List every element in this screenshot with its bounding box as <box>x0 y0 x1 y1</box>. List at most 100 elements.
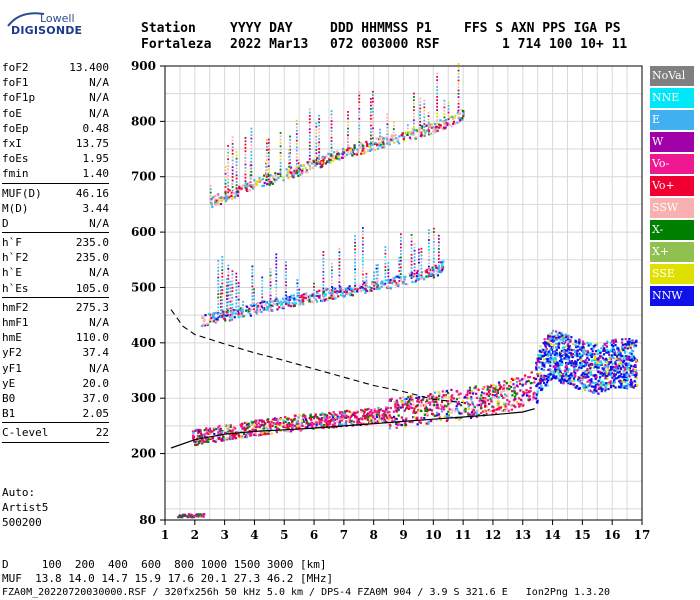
echo-point <box>450 411 453 414</box>
echo-point <box>231 139 234 142</box>
echo-point <box>334 416 337 419</box>
echo-point <box>197 515 200 518</box>
echo-point <box>371 110 374 113</box>
echo-point <box>575 361 578 364</box>
echo-point <box>311 425 314 428</box>
echo-point <box>413 92 415 95</box>
echo-point <box>582 385 585 388</box>
echo-point <box>369 124 372 127</box>
echo-point <box>229 287 232 290</box>
echo-point <box>547 340 550 344</box>
echo-point <box>590 373 593 376</box>
echo-point <box>205 427 208 430</box>
echo-point <box>396 282 400 285</box>
echo-point <box>423 99 426 102</box>
echo-point <box>570 364 573 367</box>
echo-point <box>583 384 586 387</box>
echo-point <box>504 405 507 408</box>
echo-point <box>223 317 226 320</box>
echo-point <box>256 310 259 313</box>
echo-point <box>508 388 511 391</box>
echo-point <box>250 180 253 183</box>
echo-point <box>458 121 461 124</box>
echo-point <box>477 413 480 417</box>
legend-item: E <box>650 110 694 130</box>
echo-point <box>420 275 423 278</box>
echo-point <box>397 275 400 278</box>
echo-point <box>197 513 200 516</box>
echo-point <box>477 388 480 391</box>
echo-point <box>229 310 232 313</box>
echo-point <box>388 140 392 143</box>
echo-point <box>371 97 374 100</box>
echo-point <box>588 384 591 387</box>
echo-point <box>565 361 568 365</box>
echo-point <box>275 253 278 256</box>
echo-point <box>439 267 442 270</box>
echo-point <box>607 372 610 375</box>
echo-point <box>413 129 415 132</box>
echo-point <box>563 378 566 381</box>
echo-point <box>346 293 349 296</box>
echo-point <box>377 264 379 266</box>
echo-point <box>286 422 289 425</box>
echo-point <box>427 121 430 124</box>
echo-point <box>231 286 234 289</box>
echo-point <box>364 151 367 154</box>
echo-point <box>299 164 302 167</box>
echo-point <box>546 360 549 363</box>
echo-point <box>233 436 236 439</box>
echo-point <box>586 361 589 364</box>
echo-point <box>567 382 570 385</box>
echo-point <box>315 122 318 125</box>
echo-point <box>231 433 234 436</box>
echo-point <box>195 443 198 447</box>
echo-point <box>408 131 412 134</box>
echo-point <box>623 368 626 371</box>
echo-point <box>245 433 248 436</box>
echo-point <box>226 431 229 434</box>
echo-point <box>397 414 400 417</box>
echo-point <box>251 275 254 278</box>
echo-point <box>629 385 633 388</box>
echo-point <box>609 384 613 388</box>
echo-point <box>449 401 452 404</box>
echo-point <box>185 515 188 518</box>
echo-point <box>370 142 373 145</box>
echo-point <box>244 176 247 179</box>
echo-point <box>432 276 435 279</box>
echo-point <box>325 421 328 425</box>
echo-point <box>600 362 603 365</box>
echo-point <box>352 413 355 416</box>
echo-point <box>217 293 220 296</box>
echo-point <box>315 129 318 131</box>
echo-point <box>231 434 234 437</box>
echo-point <box>378 144 381 148</box>
echo-point <box>522 393 526 396</box>
echo-point <box>265 179 268 181</box>
echo-point <box>215 318 218 321</box>
echo-point <box>618 364 621 368</box>
echo-point <box>369 101 372 104</box>
echo-point <box>629 370 632 373</box>
echo-point <box>212 312 215 316</box>
echo-point <box>271 418 274 421</box>
echo-point <box>283 429 286 432</box>
echo-point <box>494 388 497 391</box>
echo-point <box>298 292 301 294</box>
echo-point <box>547 343 550 347</box>
echo-point <box>227 174 230 177</box>
echo-point <box>458 119 462 122</box>
echo-point <box>208 318 211 321</box>
echo-point <box>367 290 371 293</box>
echo-point <box>515 384 519 387</box>
echo-point <box>217 426 220 429</box>
echo-point <box>502 396 505 400</box>
echo-point <box>503 402 506 405</box>
echo-point <box>244 147 247 149</box>
echo-point <box>416 129 420 132</box>
echo-point <box>322 264 325 267</box>
echo-point <box>254 433 258 436</box>
echo-point <box>427 118 430 121</box>
echo-point <box>555 346 558 349</box>
